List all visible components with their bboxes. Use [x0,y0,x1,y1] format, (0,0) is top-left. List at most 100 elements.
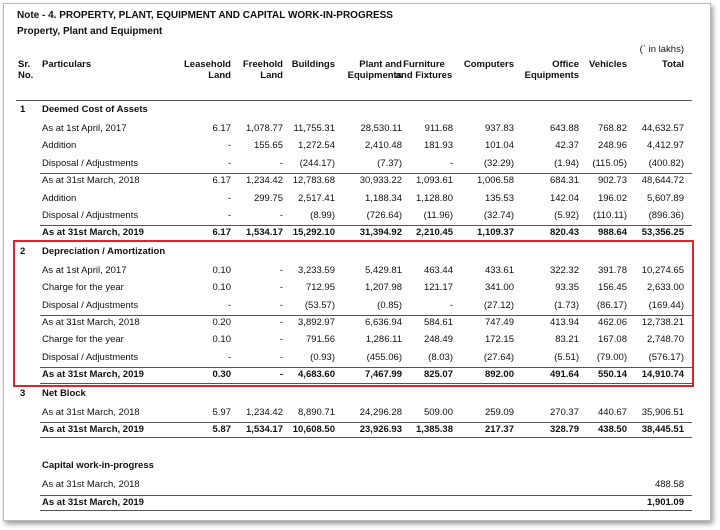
section-number: 1 [20,104,26,115]
cell: 28,530.11 [360,123,402,134]
row-label: As at 31st March, 2018 [42,317,140,328]
cell: 12,738.21 [641,317,684,328]
cell: 1,534.17 [246,424,283,435]
cell: 6.17 [212,227,232,239]
cell: 5.97 [212,406,232,418]
column-header: Particulars [42,59,92,70]
cell: 196.02 [597,192,627,204]
cell: 433.61 [484,264,514,276]
cell: 6.17 [212,123,232,134]
cell: 24,296.28 [359,406,402,418]
cell: 892.00 [484,369,514,381]
cell: 5,429.81 [365,264,402,276]
cell: 5.87 [212,424,232,435]
cell: 0.10 [212,334,232,346]
cell: (32.74) [483,210,514,221]
cell: 2,633.00 [647,282,684,294]
cell: 488.58 [654,479,684,491]
cell: 1,207.98 [365,282,402,294]
cell: (11.96) [423,210,453,221]
section-title: Deemed Cost of Assets [42,104,148,115]
cell: 462.06 [597,317,627,328]
cell: 172.15 [484,334,514,346]
cell: 584.61 [423,317,453,328]
cell: 2,517.41 [298,192,335,204]
cell: 550.14 [597,369,627,381]
cell: 10,274.65 [641,264,684,276]
cell: 791.56 [305,334,335,346]
cell: 3,233.59 [298,264,335,276]
cell: 2,748.70 [647,334,684,346]
cell: 1,234.42 [246,175,283,187]
row-label: Addition [42,192,77,204]
cell: (244.17) [299,157,335,169]
cell: 121.17 [423,282,453,294]
row-label: Disposal / Adjustments [42,210,139,221]
cell: 413.94 [549,317,579,328]
column-header: Office Equipments [524,59,579,81]
cell: 1,901.09 [647,496,684,508]
cell: 31,394.92 [359,227,402,239]
cell: - [279,264,283,276]
cell: 10,608.50 [292,424,335,435]
column-header: Leasehold Land [184,59,231,81]
cell: (726.64) [366,210,402,221]
cell: - [227,140,231,152]
title: Note - 4. PROPERTY, PLANT, EQUIPMENT AND… [17,10,393,21]
cell: 2,210.45 [416,227,453,239]
cell: - [279,317,283,328]
document: Note - 4. PROPERTY, PLANT, EQUIPMENT AND… [3,3,711,521]
cell: 101.04 [484,140,514,152]
cell: 11,755.31 [293,123,335,134]
cell: 217.37 [484,424,514,435]
cell: 2,410.48 [365,140,402,152]
cell: (27.12) [483,299,514,311]
cell: 248.49 [423,334,453,346]
cell: 135.53 [484,192,514,204]
column-header: Sr. No. [18,59,34,81]
cell: 341.00 [484,282,514,294]
cell: 4,412.97 [647,140,684,152]
cell: 712.95 [305,282,335,294]
cell: 248.96 [597,140,627,152]
cell: 6,636.94 [365,317,402,328]
cell: (27.64) [483,351,514,363]
cell: 684.31 [549,175,579,187]
cell: - [227,299,231,311]
cell: (169.44) [648,299,684,311]
cell: 6.17 [212,175,232,187]
cell: 35,906.51 [641,406,684,418]
cell: 911.68 [424,123,453,134]
row-label: As at 1st April, 2017 [42,264,127,276]
section-title: Capital work-in-progress [42,460,154,472]
cell: - [227,210,231,221]
column-header: Vehicles [588,59,627,70]
cell: 181.93 [423,140,453,152]
cell: (400.82) [648,157,684,169]
row-label: As at 1st April, 2017 [42,123,127,134]
row-label: Addition [42,140,77,152]
cell: 643.88 [549,123,579,134]
row-rule [40,510,692,512]
row-rule [40,422,692,423]
row-label: As at 31st March, 2018 [42,175,140,187]
cell: - [279,351,283,363]
row-rule [40,494,692,496]
cell: 259.09 [484,406,514,418]
cell: - [449,157,453,169]
row-label: Charge for the year [42,282,124,294]
cell: (0.85) [377,299,402,311]
cell: 1,006.58 [477,175,514,187]
cell: 438.50 [597,424,627,435]
cell: 270.37 [549,406,579,418]
cell: (896.36) [648,210,684,221]
cell: 142.04 [549,192,579,204]
cell: (53.57) [304,299,335,311]
cell: 1,272.54 [298,140,335,152]
cell: (79.00) [596,351,627,363]
cell: 1,385.38 [416,424,453,435]
cell: 322.32 [549,264,579,276]
cell: 1,109.37 [477,227,514,239]
cell: 93.35 [555,282,579,294]
